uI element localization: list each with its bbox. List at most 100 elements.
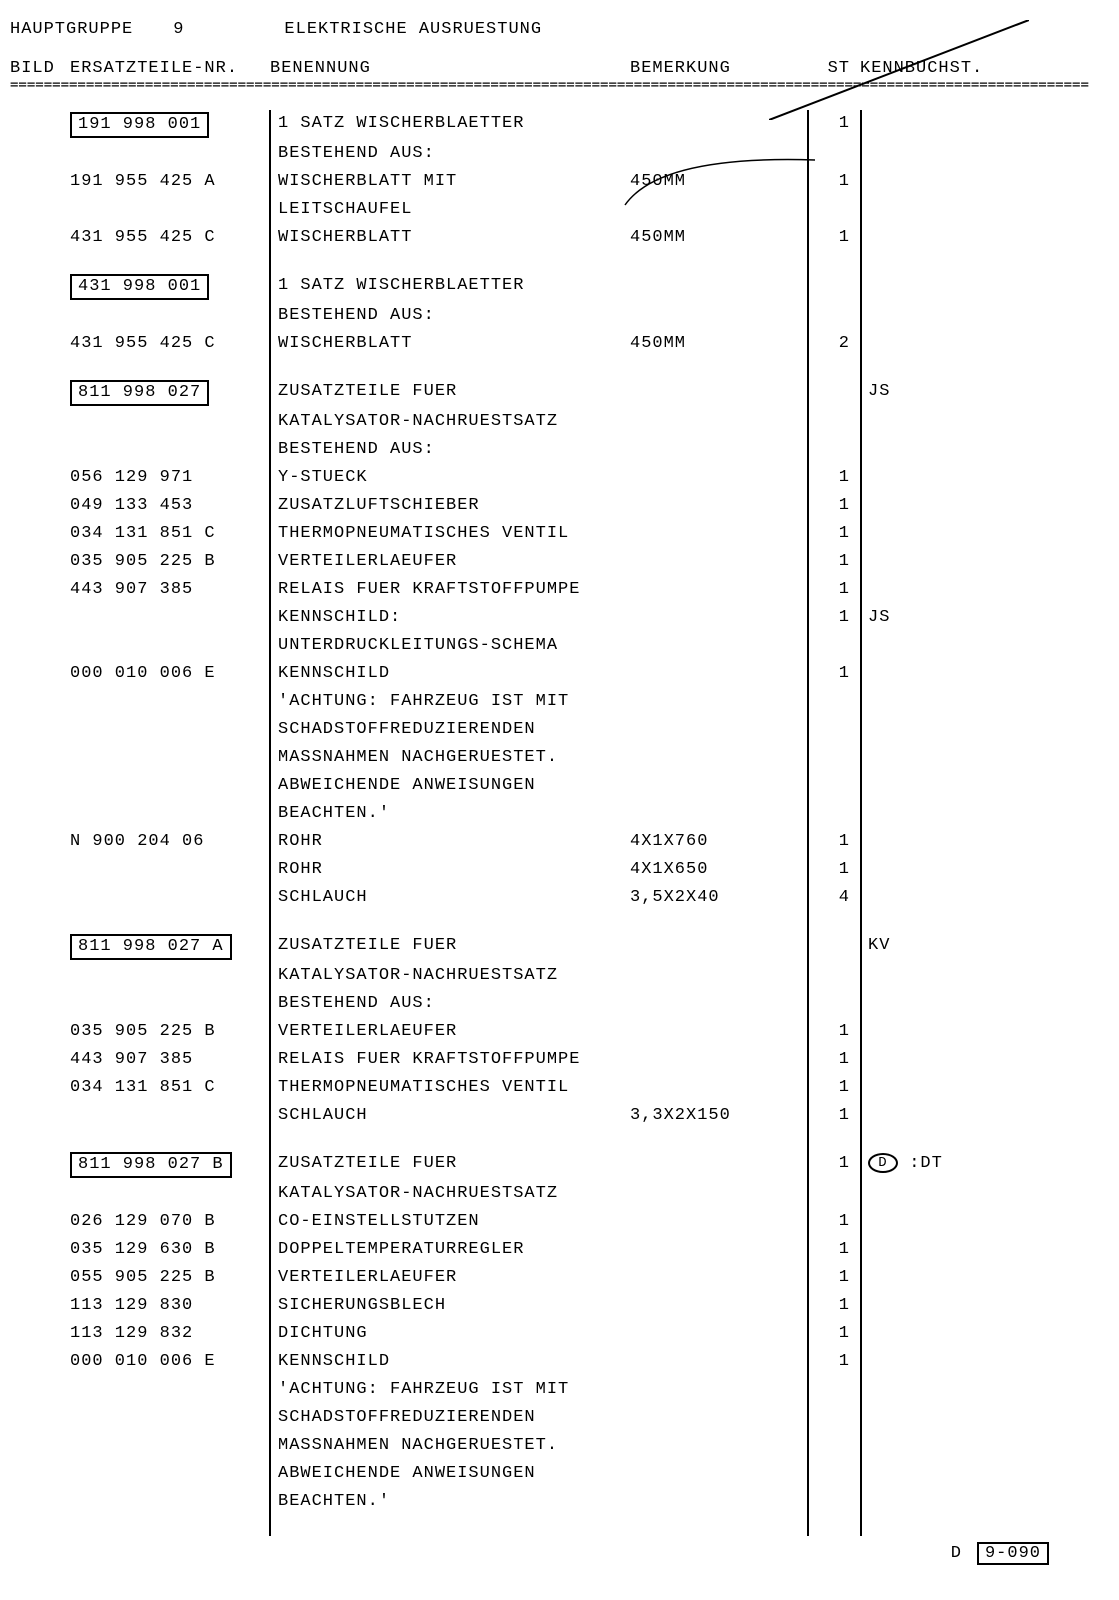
- col-header-st: ST: [810, 59, 860, 78]
- cell-benennung: SCHADSTOFFREDUZIERENDEN: [270, 1404, 630, 1432]
- cell-bemerkung: 3,5X2X40: [630, 884, 810, 912]
- table-row: 035 905 225 BVERTEILERLAEUFER1: [10, 548, 1089, 576]
- table-row: ROHR4X1X6501: [10, 856, 1089, 884]
- cell-benennung: SCHADSTOFFREDUZIERENDEN: [270, 716, 630, 744]
- table-row: 000 010 006 EKENNSCHILD1: [10, 660, 1089, 688]
- cell-st: 1: [810, 1236, 860, 1264]
- cell-benennung: ROHR: [270, 856, 630, 884]
- cell-benennung: BEACHTEN.': [270, 1488, 630, 1516]
- cell-benennung: ZUSATZTEILE FUER: [270, 932, 630, 960]
- hauptgruppe-label: HAUPTGRUPPE: [10, 20, 133, 39]
- cell-part-number: 113 129 830: [70, 1292, 270, 1320]
- hauptgruppe-header: HAUPTGRUPPE 9 ELEKTRISCHE AUSRUESTUNG: [10, 20, 1089, 39]
- cell-st: 1: [810, 1264, 860, 1292]
- table-row: 034 131 851 CTHERMOPNEUMATISCHES VENTIL1: [10, 1074, 1089, 1102]
- cell-part-number: 431 955 425 C: [70, 330, 270, 358]
- cell-bemerkung: 4X1X760: [630, 828, 810, 856]
- cell-kennbuchst: JS: [860, 604, 1020, 632]
- table-row: KATALYSATOR-NACHRUESTSATZ: [10, 408, 1089, 436]
- cell-part-number: 811 998 027 B: [70, 1150, 270, 1180]
- table-row: 'ACHTUNG: FAHRZEUG IST MIT: [10, 1376, 1089, 1404]
- cell-st: 4: [810, 884, 860, 912]
- cell-part-number: 055 905 225 B: [70, 1264, 270, 1292]
- table-row: 811 998 027 AZUSATZTEILE FUER KV: [10, 932, 1089, 962]
- table-row: BESTEHEND AUS:: [10, 436, 1089, 464]
- cell-benennung: BESTEHEND AUS:: [270, 436, 630, 464]
- cell-benennung: KATALYSATOR-NACHRUESTSATZ: [270, 408, 630, 436]
- part-number-boxed: 811 998 027: [70, 380, 209, 406]
- cell-part-number: 056 129 971: [70, 464, 270, 492]
- cell-kennbuchst: D :DT: [860, 1150, 1020, 1178]
- cell-benennung: ZUSATZLUFTSCHIEBER: [270, 492, 630, 520]
- table-row: BESTEHEND AUS:: [10, 302, 1089, 330]
- col-header-bemerkung: BEMERKUNG: [630, 59, 810, 78]
- table-row: 431 955 425 CWISCHERBLATT450MM1: [10, 224, 1089, 252]
- vline-st-right: [860, 110, 862, 1536]
- cell-benennung: SCHLAUCH: [270, 884, 630, 912]
- cell-benennung: KENNSCHILD: [270, 660, 630, 688]
- cell-part-number: 191 998 001: [70, 110, 270, 140]
- column-header-row: BILD ERSATZTEILE-NR. BENENNUNG BEMERKUNG…: [10, 59, 1089, 78]
- col-header-kennbuchst: KENNBUCHST.: [860, 59, 1020, 78]
- cell-benennung: THERMOPNEUMATISCHES VENTIL: [270, 520, 630, 548]
- cell-benennung: VERTEILERLAEUFER: [270, 1264, 630, 1292]
- cell-part-number: 113 129 832: [70, 1320, 270, 1348]
- table-row: 191 955 425 AWISCHERBLATT MIT450MM1: [10, 168, 1089, 196]
- cell-st: 1: [810, 1320, 860, 1348]
- group-spacer: [10, 252, 1089, 272]
- cell-benennung: SCHLAUCH: [270, 1102, 630, 1130]
- cell-benennung: THERMOPNEUMATISCHES VENTIL: [270, 1074, 630, 1102]
- cell-st: 1: [810, 492, 860, 520]
- table-row: 431 955 425 CWISCHERBLATT450MM2: [10, 330, 1089, 358]
- cell-st: 1: [810, 548, 860, 576]
- table-row: 035 129 630 BDOPPELTEMPERATURREGLER1: [10, 1236, 1089, 1264]
- table-row: 055 905 225 BVERTEILERLAEUFER 1: [10, 1264, 1089, 1292]
- cell-benennung: RELAIS FUER KRAFTSTOFFPUMPE: [270, 576, 630, 604]
- cell-benennung: ROHR: [270, 828, 630, 856]
- group-spacer: [10, 1516, 1089, 1536]
- table-row: 056 129 971Y-STUECK1: [10, 464, 1089, 492]
- cell-bemerkung: 4X1X650: [630, 856, 810, 884]
- cell-st: 1: [810, 660, 860, 688]
- cell-part-number: 034 131 851 C: [70, 520, 270, 548]
- cell-st: 1: [810, 1150, 860, 1178]
- cell-st: 1: [810, 856, 860, 884]
- table-row: SCHLAUCH3,3X2X1501: [10, 1102, 1089, 1130]
- table-row: SCHADSTOFFREDUZIERENDEN: [10, 716, 1089, 744]
- parts-catalog-page: HAUPTGRUPPE 9 ELEKTRISCHE AUSRUESTUNG BI…: [10, 20, 1089, 1580]
- col-header-bild: BILD: [10, 59, 70, 78]
- cell-benennung: Y-STUECK: [270, 464, 630, 492]
- col-header-ersatzteile: ERSATZTEILE-NR.: [70, 59, 270, 78]
- table-row: 443 907 385RELAIS FUER KRAFTSTOFFPUMPE1: [10, 1046, 1089, 1074]
- table-row: SCHADSTOFFREDUZIERENDEN: [10, 1404, 1089, 1432]
- cell-part-number: 191 955 425 A: [70, 168, 270, 196]
- table-row: N 900 204 06ROHR4X1X7601: [10, 828, 1089, 856]
- cell-part-number: 035 905 225 B: [70, 548, 270, 576]
- cell-benennung: ABWEICHENDE ANWEISUNGEN: [270, 1460, 630, 1488]
- parts-rows-container: 191 998 001 1 SATZ WISCHERBLAETTER 1 BESTEH…: [10, 110, 1089, 1536]
- cell-benennung: 1 SATZ WISCHERBLAETTER: [270, 272, 630, 300]
- cell-benennung: BEACHTEN.': [270, 800, 630, 828]
- cell-benennung: VERTEILERLAEUFER: [270, 1018, 630, 1046]
- table-row: MASSNAHMEN NACHGERUESTET.: [10, 744, 1089, 772]
- cell-benennung: KATALYSATOR-NACHRUESTSATZ: [270, 1180, 630, 1208]
- cell-kennbuchst: KV: [860, 932, 1020, 960]
- cell-st: 1: [810, 1348, 860, 1376]
- cell-benennung: ZUSATZTEILE FUER: [270, 1150, 630, 1178]
- table-row: 811 998 027ZUSATZTEILE FUERJS: [10, 378, 1089, 408]
- cell-benennung: WISCHERBLATT: [270, 224, 630, 252]
- cell-st: 1: [810, 110, 860, 138]
- table-row: KATALYSATOR-NACHRUESTSATZ: [10, 962, 1089, 990]
- cell-part-number: 811 998 027 A: [70, 932, 270, 962]
- cell-part-number: 049 133 453: [70, 492, 270, 520]
- cell-benennung: UNTERDRUCKLEITUNGS-SCHEMA: [270, 632, 630, 660]
- cell-benennung: DOPPELTEMPERATURREGLER: [270, 1236, 630, 1264]
- table-row: 035 905 225 BVERTEILERLAEUFER1: [10, 1018, 1089, 1046]
- cell-st: 1: [810, 168, 860, 196]
- vline-st-left: [807, 110, 809, 1536]
- cell-st: 1: [810, 828, 860, 856]
- cell-part-number: 443 907 385: [70, 1046, 270, 1074]
- col-header-benennung: BENENNUNG: [270, 59, 630, 78]
- section-title: ELEKTRISCHE AUSRUESTUNG: [284, 20, 542, 39]
- cell-benennung: BESTEHEND AUS:: [270, 302, 630, 330]
